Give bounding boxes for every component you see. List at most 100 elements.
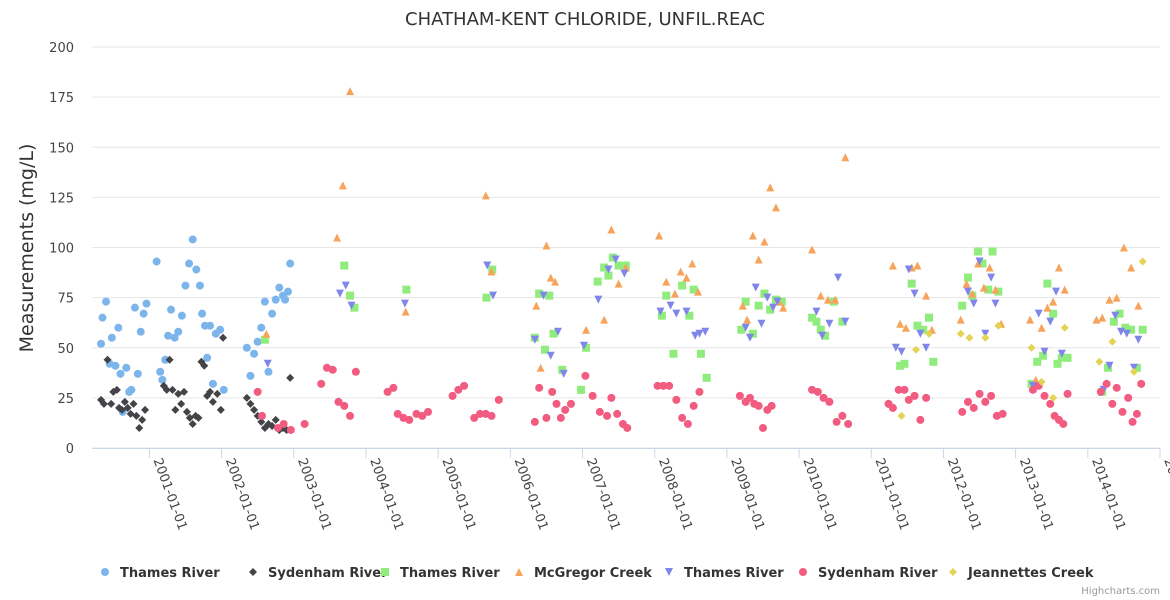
data-point[interactable] xyxy=(987,273,996,282)
data-point[interactable] xyxy=(338,181,347,190)
data-point[interactable] xyxy=(1052,287,1061,296)
data-point[interactable] xyxy=(152,257,161,266)
data-point[interactable] xyxy=(546,351,555,360)
data-point[interactable] xyxy=(545,291,554,300)
data-point[interactable] xyxy=(286,373,295,382)
data-point[interactable] xyxy=(1043,303,1052,312)
data-point[interactable] xyxy=(162,385,171,394)
data-point[interactable] xyxy=(556,413,565,422)
data-point[interactable] xyxy=(1105,295,1114,304)
data-point[interactable] xyxy=(689,401,698,410)
legend-symbol[interactable] xyxy=(515,568,523,576)
data-point[interactable] xyxy=(963,287,972,296)
data-point[interactable] xyxy=(655,231,664,240)
data-point[interactable] xyxy=(670,289,679,298)
data-point[interactable] xyxy=(286,259,295,268)
data-point[interactable] xyxy=(963,273,972,282)
data-point[interactable] xyxy=(281,295,290,304)
data-point[interactable] xyxy=(257,323,266,332)
data-point[interactable] xyxy=(984,285,993,294)
data-point[interactable] xyxy=(129,399,138,408)
data-point[interactable] xyxy=(769,303,778,312)
data-point[interactable] xyxy=(888,261,897,270)
data-point[interactable] xyxy=(242,393,251,402)
data-point[interactable] xyxy=(246,371,255,380)
data-point[interactable] xyxy=(621,263,630,272)
data-point[interactable] xyxy=(900,359,909,368)
data-point[interactable] xyxy=(133,369,142,378)
data-point[interactable] xyxy=(958,301,967,310)
data-point[interactable] xyxy=(702,373,711,382)
data-point[interactable] xyxy=(751,283,760,292)
data-point[interactable] xyxy=(991,285,1000,294)
data-point[interactable] xyxy=(136,327,145,336)
data-point[interactable] xyxy=(582,325,591,334)
data-point[interactable] xyxy=(448,391,457,400)
data-point[interactable] xyxy=(182,407,191,416)
data-point[interactable] xyxy=(754,301,763,310)
data-point[interactable] xyxy=(242,343,251,352)
data-point[interactable] xyxy=(340,401,349,410)
data-point[interactable] xyxy=(535,383,544,392)
data-point[interactable] xyxy=(111,361,120,370)
data-point[interactable] xyxy=(1063,389,1072,398)
data-point[interactable] xyxy=(818,331,827,340)
data-point[interactable] xyxy=(174,327,183,336)
data-point[interactable] xyxy=(530,335,539,344)
legend-label[interactable]: Sydenham River xyxy=(818,566,938,581)
data-point[interactable] xyxy=(141,405,150,414)
data-point[interactable] xyxy=(678,281,687,290)
data-point[interactable] xyxy=(250,349,259,358)
data-point[interactable] xyxy=(273,423,282,432)
data-point[interactable] xyxy=(260,297,269,306)
data-point[interactable] xyxy=(979,283,988,292)
data-point[interactable] xyxy=(754,255,763,264)
data-point[interactable] xyxy=(161,355,170,364)
data-point[interactable] xyxy=(188,235,197,244)
data-point[interactable] xyxy=(600,315,609,324)
data-point[interactable] xyxy=(745,333,754,342)
data-point[interactable] xyxy=(922,343,931,352)
data-point[interactable] xyxy=(743,315,752,324)
data-point[interactable] xyxy=(897,411,906,420)
data-point[interactable] xyxy=(192,265,201,274)
data-point[interactable] xyxy=(922,291,931,300)
data-point[interactable] xyxy=(216,405,225,414)
data-point[interactable] xyxy=(271,415,280,424)
data-point[interactable] xyxy=(1134,335,1143,344)
data-point[interactable] xyxy=(1138,325,1147,334)
data-point[interactable] xyxy=(1046,399,1055,408)
data-point[interactable] xyxy=(832,417,841,426)
data-point[interactable] xyxy=(925,329,934,338)
legend-item[interactable]: Thames River xyxy=(665,566,784,581)
data-point[interactable] xyxy=(988,247,997,256)
data-point[interactable] xyxy=(834,273,843,282)
data-point[interactable] xyxy=(956,315,965,324)
credits-link[interactable]: Highcharts.com xyxy=(1081,586,1160,597)
data-point[interactable] xyxy=(1039,351,1048,360)
legend-label[interactable]: Jeannettes Creek xyxy=(967,566,1094,581)
data-point[interactable] xyxy=(168,385,177,394)
legend-symbol[interactable] xyxy=(949,568,957,576)
data-point[interactable] xyxy=(116,369,125,378)
data-point[interactable] xyxy=(978,259,987,268)
data-point[interactable] xyxy=(594,295,603,304)
data-point[interactable] xyxy=(683,419,692,428)
data-point[interactable] xyxy=(279,419,288,428)
data-point[interactable] xyxy=(1122,329,1131,338)
data-point[interactable] xyxy=(741,323,750,332)
data-point[interactable] xyxy=(767,401,776,410)
data-point[interactable] xyxy=(912,345,921,354)
data-point[interactable] xyxy=(340,261,349,270)
data-point[interactable] xyxy=(402,285,411,294)
data-point[interactable] xyxy=(1132,409,1141,418)
data-point[interactable] xyxy=(334,397,343,406)
data-point[interactable] xyxy=(1105,361,1114,370)
data-point[interactable] xyxy=(904,265,913,274)
data-point[interactable] xyxy=(164,331,173,340)
data-point[interactable] xyxy=(1121,323,1130,332)
data-point[interactable] xyxy=(577,385,586,394)
data-point[interactable] xyxy=(689,285,698,294)
data-point[interactable] xyxy=(985,263,994,272)
data-point[interactable] xyxy=(841,317,850,326)
